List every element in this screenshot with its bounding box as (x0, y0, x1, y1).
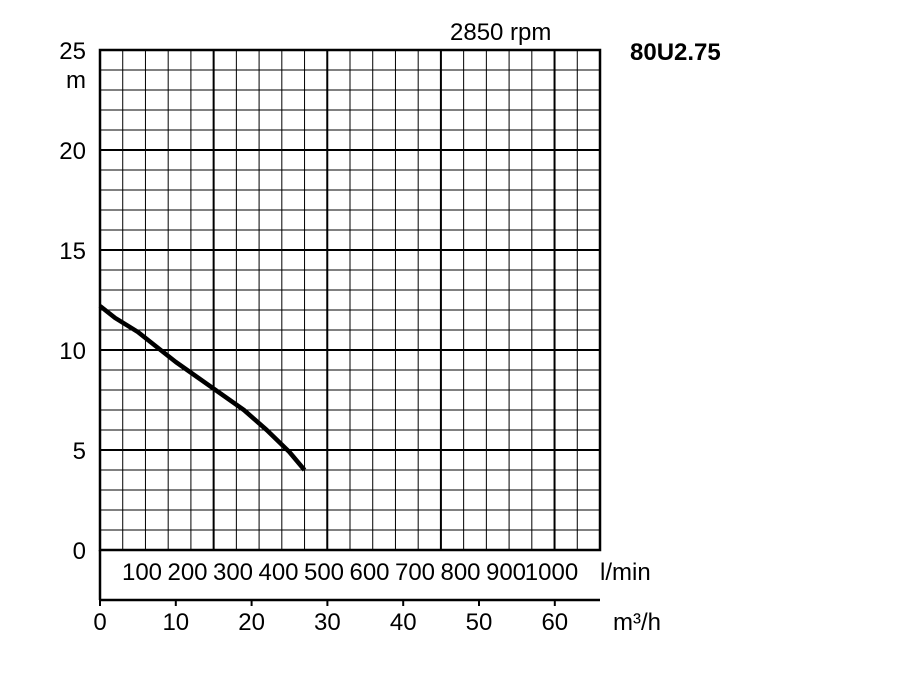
lmin-tick-label: 100 (122, 559, 162, 586)
plot-border (98, 48, 602, 552)
m3h-tick-label: 30 (314, 609, 341, 636)
m3h-tick-label: 40 (390, 609, 417, 636)
m3h-tick-label: 20 (238, 609, 265, 636)
m3h-tick-label: 10 (162, 609, 189, 636)
lmin-tick-label: 500 (304, 559, 344, 586)
head-curve-line (98, 304, 307, 472)
head-curve-group (98, 304, 307, 472)
m3h-tick-labels: 0 10 20 30 40 50 60 (93, 609, 568, 636)
model-label: 80U2.75 (630, 39, 721, 66)
m3h-tick-label: 0 (93, 609, 106, 636)
m3h-tick-label: 60 (541, 609, 568, 636)
lmin-tick-label: 400 (258, 559, 298, 586)
lmin-tick-label: 700 (395, 559, 435, 586)
m3h-tick-label: 50 (466, 609, 493, 636)
lmin-unit-label: l/min (600, 559, 651, 586)
y-tick-label: 20 (59, 138, 86, 165)
lmin-tick-label: 300 (213, 559, 253, 586)
lmin-tick-label: 600 (349, 559, 389, 586)
m3h-unit-label: m³/h (613, 609, 661, 636)
major-grid (100, 50, 600, 550)
chart-frame (98, 48, 602, 606)
minor-grid (100, 50, 600, 550)
y-tick-label: 25 (59, 38, 86, 65)
rpm-label: 2850 rpm (450, 19, 551, 46)
lmin-tick-label: 200 (167, 559, 207, 586)
y-tick-label: 10 (59, 338, 86, 365)
y-tick-label: 5 (73, 438, 86, 465)
lmin-tick-label: 1000 (525, 559, 578, 586)
lmin-tick-label: 900 (486, 559, 526, 586)
y-tick-label: 0 (73, 538, 86, 565)
lmin-tick-label: 800 (440, 559, 480, 586)
y-axis-unit-label: m (66, 67, 86, 94)
y-tick-labels: 0 5 10 15 20 25 (59, 38, 86, 565)
y-tick-label: 15 (59, 238, 86, 265)
